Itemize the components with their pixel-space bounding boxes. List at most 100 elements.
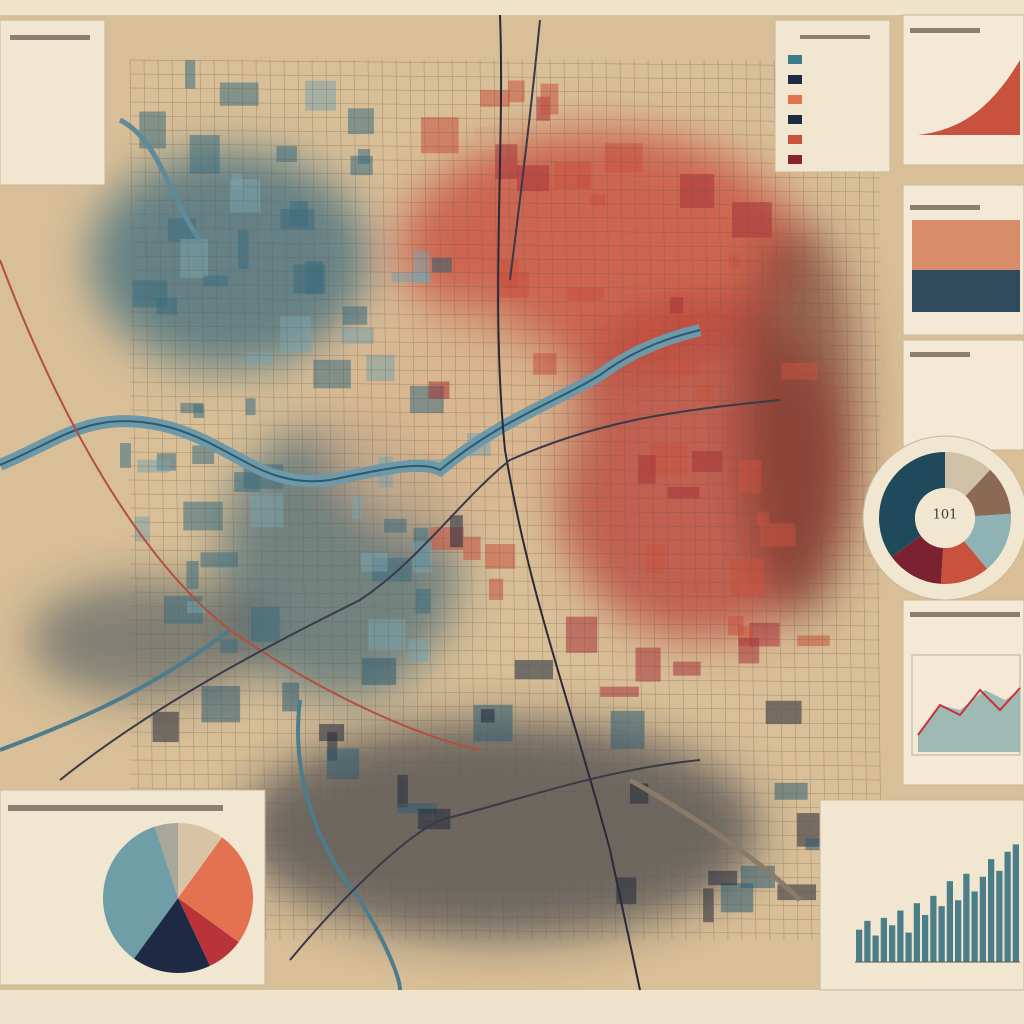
street xyxy=(129,185,881,193)
block xyxy=(567,287,604,301)
illegible-labels xyxy=(8,28,1020,811)
block xyxy=(765,700,802,725)
street xyxy=(129,311,881,319)
street xyxy=(129,787,881,795)
street xyxy=(129,661,881,669)
block xyxy=(229,179,261,213)
block xyxy=(203,275,229,287)
bar xyxy=(963,873,970,962)
block xyxy=(480,89,510,107)
road xyxy=(59,399,781,781)
block xyxy=(368,619,406,652)
block xyxy=(352,496,363,519)
street xyxy=(129,549,881,557)
street xyxy=(129,143,881,151)
block xyxy=(540,83,559,115)
street xyxy=(507,59,519,941)
bar xyxy=(905,932,912,962)
slice xyxy=(945,452,991,497)
bar xyxy=(1004,851,1011,962)
block xyxy=(313,359,351,389)
block xyxy=(708,870,738,886)
bar xyxy=(938,906,945,962)
roads xyxy=(0,14,802,991)
slice xyxy=(178,837,253,943)
street xyxy=(493,59,505,941)
street xyxy=(129,395,881,403)
block xyxy=(326,748,360,780)
block xyxy=(660,358,699,377)
street xyxy=(129,773,881,781)
bar xyxy=(979,876,986,962)
pie-chart xyxy=(102,823,253,973)
block xyxy=(415,589,431,614)
street xyxy=(451,59,463,941)
street xyxy=(717,59,729,941)
street xyxy=(591,59,603,941)
bar xyxy=(897,910,904,962)
street xyxy=(619,59,631,941)
street xyxy=(829,59,841,941)
block xyxy=(670,297,683,314)
block xyxy=(431,257,452,273)
block xyxy=(616,877,637,905)
block xyxy=(474,126,503,150)
street xyxy=(661,59,673,941)
slice xyxy=(178,898,239,966)
slice xyxy=(878,452,945,557)
street xyxy=(535,59,547,941)
street xyxy=(381,59,393,941)
block xyxy=(738,637,760,664)
block xyxy=(499,272,529,298)
block xyxy=(357,149,371,164)
donut-chart: 101 xyxy=(862,435,1024,601)
zone xyxy=(740,220,860,620)
block xyxy=(347,108,374,135)
mini-charts xyxy=(911,60,1021,756)
legend-swatches xyxy=(788,55,802,164)
street xyxy=(129,269,881,277)
street xyxy=(703,59,715,941)
street xyxy=(367,59,379,941)
block xyxy=(797,635,830,647)
street xyxy=(479,59,491,941)
line xyxy=(917,687,1021,736)
street xyxy=(129,675,881,683)
street xyxy=(129,115,881,123)
block xyxy=(282,682,300,712)
slice xyxy=(964,513,1011,569)
block xyxy=(696,384,714,402)
block xyxy=(305,80,337,111)
slice xyxy=(940,541,988,584)
block xyxy=(413,541,432,573)
label-stroke xyxy=(10,35,90,40)
road xyxy=(0,259,481,751)
bar xyxy=(922,914,929,962)
block xyxy=(342,306,368,325)
bar xyxy=(913,903,920,962)
street xyxy=(129,339,881,347)
block xyxy=(120,442,131,468)
street xyxy=(129,409,881,417)
block xyxy=(245,398,256,416)
block xyxy=(360,552,388,572)
swatch xyxy=(788,115,802,124)
street xyxy=(129,507,881,515)
bar xyxy=(889,925,896,962)
street xyxy=(325,59,337,941)
street xyxy=(437,59,449,941)
street xyxy=(129,689,881,697)
block xyxy=(220,639,238,654)
street xyxy=(129,157,881,165)
bar xyxy=(988,859,995,962)
bar xyxy=(864,920,871,962)
block xyxy=(649,443,688,476)
road xyxy=(628,777,802,902)
block xyxy=(760,523,796,547)
street xyxy=(745,59,757,941)
block xyxy=(132,280,168,308)
slice xyxy=(891,535,944,584)
street xyxy=(283,59,295,941)
street xyxy=(689,59,701,941)
